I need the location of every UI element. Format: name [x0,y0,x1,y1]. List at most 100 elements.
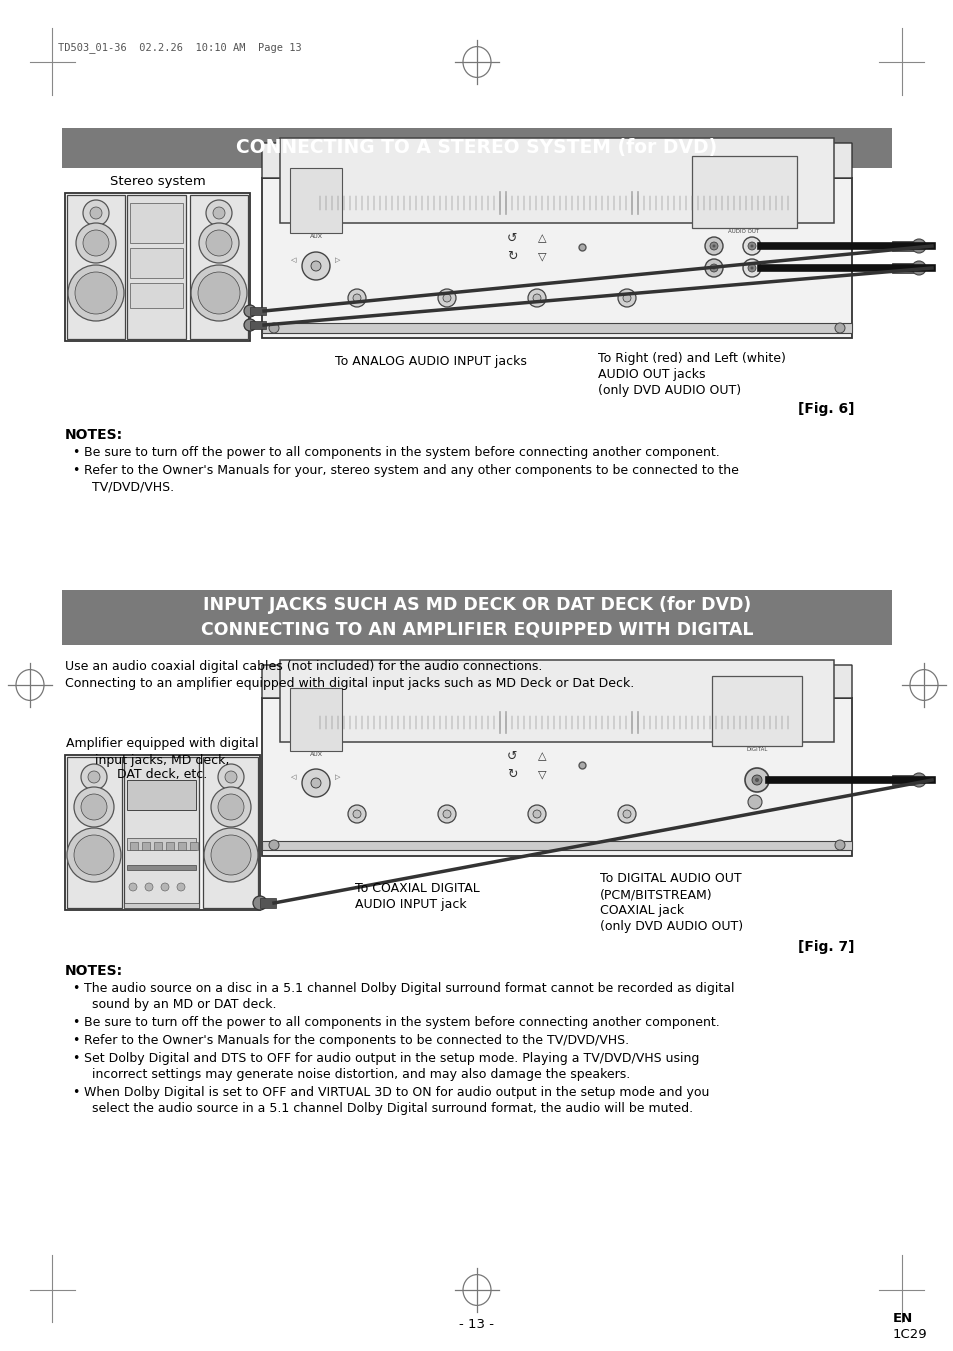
Circle shape [744,767,768,792]
Text: Stereo system: Stereo system [110,176,205,188]
Text: To ANALOG AUDIO INPUT jacks: To ANALOG AUDIO INPUT jacks [335,355,526,367]
Circle shape [622,295,630,303]
Circle shape [709,242,718,250]
Bar [262,842,851,850]
Bar [130,842,138,850]
Circle shape [90,207,102,219]
Circle shape [269,323,278,332]
Text: ▽: ▽ [537,769,546,780]
Circle shape [533,295,540,303]
Text: ◁: ◁ [291,257,296,263]
Bar [62,590,891,644]
Bar [65,193,250,340]
Circle shape [311,778,320,788]
Circle shape [442,811,451,817]
Circle shape [74,788,113,827]
Text: •: • [71,446,79,459]
Bar [178,842,186,850]
Bar [190,195,248,339]
Circle shape [747,794,761,809]
Bar [62,128,891,168]
Bar [65,755,260,911]
Circle shape [712,266,715,269]
Circle shape [747,263,755,272]
Text: ↻: ↻ [506,250,517,262]
Text: NOTES:: NOTES: [65,428,123,442]
Text: Be sure to turn off the power to all components in the system before connecting : Be sure to turn off the power to all com… [84,446,719,459]
Text: AUDIO OUT: AUDIO OUT [728,230,759,234]
Circle shape [747,242,755,250]
Circle shape [88,771,100,784]
Circle shape [206,230,232,255]
Text: incorrect settings may generate noise distortion, and may also damage the speake: incorrect settings may generate noise di… [91,1069,630,1081]
Bar [127,838,195,850]
Circle shape [353,811,360,817]
Text: CONNECTING TO A STEREO SYSTEM (for DVD): CONNECTING TO A STEREO SYSTEM (for DVD) [236,139,717,158]
Circle shape [348,289,366,307]
Text: Refer to the Owner's Manuals for the components to be connected to the TV/DVD/VH: Refer to the Owner's Manuals for the com… [84,1034,628,1047]
Text: •: • [71,463,79,477]
Circle shape [145,884,152,892]
Circle shape [704,236,722,255]
Text: To DIGITAL AUDIO OUT: To DIGITAL AUDIO OUT [599,871,740,885]
Circle shape [83,230,109,255]
Text: DIGITAL: DIGITAL [745,747,767,753]
Text: ◁: ◁ [291,774,296,780]
Bar [203,757,257,908]
Circle shape [834,323,844,332]
Circle shape [302,253,330,280]
Circle shape [911,773,925,788]
Circle shape [618,289,636,307]
Bar [290,168,341,232]
Text: ↺: ↺ [506,231,517,245]
Bar [280,661,833,742]
Text: Be sure to turn off the power to all components in the system before connecting : Be sure to turn off the power to all com… [84,1016,719,1029]
Circle shape [244,319,255,331]
Text: ▽: ▽ [537,251,546,261]
Circle shape [750,266,753,269]
Text: - 13 -: - 13 - [459,1319,494,1331]
Text: [Fig. 6]: [Fig. 6] [798,403,854,416]
Text: input jacks, MD deck,: input jacks, MD deck, [95,754,230,767]
Circle shape [618,805,636,823]
Bar [130,282,183,308]
Bar [130,203,183,243]
Circle shape [199,223,239,263]
Circle shape [622,811,630,817]
Bar [153,842,162,850]
Bar [691,155,796,228]
Bar [142,842,150,850]
Bar [250,322,266,330]
Circle shape [751,775,761,785]
Circle shape [712,245,715,247]
Circle shape [67,828,121,882]
Text: ▷: ▷ [335,774,340,780]
Text: When Dolby Digital is set to OFF and VIRTUAL 3D to ON for audio output in the se: When Dolby Digital is set to OFF and VIR… [84,1086,709,1098]
Bar [262,698,851,857]
Circle shape [253,896,267,911]
Circle shape [709,263,718,272]
Bar [67,757,122,908]
Text: TV/DVD/VHS.: TV/DVD/VHS. [91,480,174,493]
Polygon shape [791,143,851,178]
Text: Refer to the Owner's Manuals for your, stereo system and any other components to: Refer to the Owner's Manuals for your, s… [84,463,739,477]
Text: •: • [71,1086,79,1098]
Bar [262,178,851,338]
Circle shape [244,305,255,317]
Circle shape [704,259,722,277]
Text: (PCM/BITSTREAM): (PCM/BITSTREAM) [599,888,712,901]
Text: △: △ [537,232,546,243]
Bar [127,195,186,339]
Circle shape [437,805,456,823]
Text: select the audio source in a 5.1 channel Dolby Digital surround format, the audi: select the audio source in a 5.1 channel… [91,1102,693,1115]
Text: △: △ [537,751,546,761]
Circle shape [211,835,251,875]
Text: sound by an MD or DAT deck.: sound by an MD or DAT deck. [91,998,276,1011]
Bar [127,865,195,870]
Bar [316,703,796,716]
Polygon shape [791,665,851,698]
Text: •: • [71,1016,79,1029]
Circle shape [911,261,925,276]
Circle shape [81,765,107,790]
Bar [891,263,916,273]
